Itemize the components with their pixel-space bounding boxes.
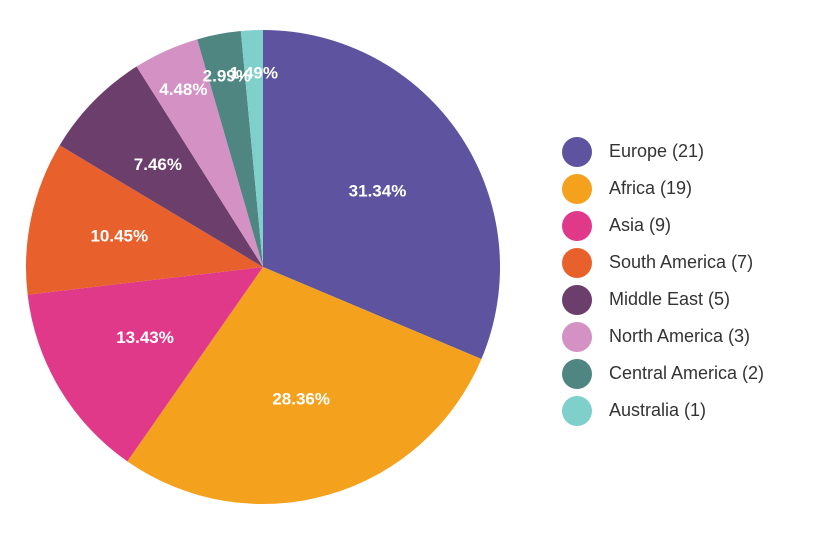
slice-percent-label: 28.36% <box>272 390 330 409</box>
chart-legend: Europe (21) Africa (19) Asia (9) South Amer… <box>562 133 764 429</box>
pie-percent-labels: 31.34% 28.36% 13.43% 10.45% 7.46% 4.48%2.99%1… <box>90 63 406 408</box>
slice-percent-label: 4.48% <box>159 80 207 99</box>
legend-item-north-america: North America (3) <box>562 318 764 355</box>
pie-slices <box>26 30 500 504</box>
legend-swatch <box>562 247 592 278</box>
slice-percent-label: 1.49% <box>230 63 278 82</box>
legend-label: Middle East (5) <box>609 289 731 309</box>
legend-swatch <box>562 210 592 241</box>
legend-label: Central America (2) <box>609 363 765 383</box>
pie-slice-middle-east <box>59 66 264 267</box>
slice-percent-label: 10.45% <box>90 227 148 246</box>
pie-slice-africa <box>127 267 482 504</box>
legend-swatch <box>562 395 592 426</box>
legend-label: North America (3) <box>609 326 751 346</box>
pie-slice-europe <box>263 30 500 359</box>
pie-slice-australia <box>240 30 263 267</box>
legend-item-australia: Australia (1) <box>562 392 764 429</box>
slice-percent-label: 31.34% <box>349 181 407 200</box>
pie-slice-asia <box>27 267 263 462</box>
legend-item-africa: Africa (19) <box>562 170 764 207</box>
legend-swatch <box>562 358 592 389</box>
pie-slice-north-america <box>136 39 263 267</box>
slice-percent-label: 7.46% <box>134 155 182 174</box>
legend-label: Australia (1) <box>609 400 707 420</box>
legend-label: South America (7) <box>609 252 754 272</box>
legend-swatch <box>562 321 592 352</box>
legend-label: Europe (21) <box>609 141 705 161</box>
slice-percent-label: 13.43% <box>116 328 174 347</box>
legend-label: Africa (19) <box>609 178 693 198</box>
legend-item-europe: Europe (21) <box>562 133 764 170</box>
legend-item-south-america: South America (7) <box>562 244 764 281</box>
slice-percent-label: 2.99% <box>203 67 251 86</box>
legend-swatch <box>562 284 592 315</box>
legend-item-middle-east: Middle East (5) <box>562 281 764 318</box>
legend-swatch <box>562 173 592 204</box>
pie-slice-south-america <box>26 145 264 295</box>
legend-item-central-america: Central America (2) <box>562 355 764 392</box>
pie-slice-central-america <box>197 31 263 267</box>
legend-swatch <box>562 136 592 167</box>
legend-label: Asia (9) <box>609 215 672 235</box>
legend-item-asia: Asia (9) <box>562 207 764 244</box>
